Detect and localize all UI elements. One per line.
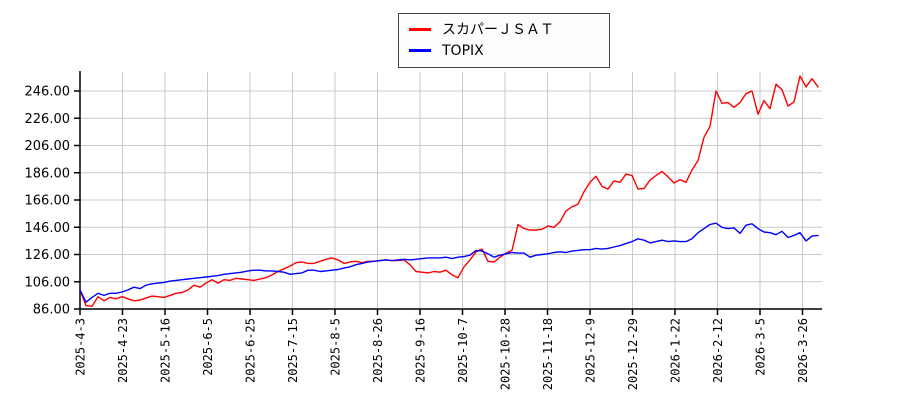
x-axis-date-label: 2026-3-26 <box>796 318 810 383</box>
x-axis-date-label: 2026-3-5 <box>753 318 767 376</box>
x-axis-date-label: 2025-10-28 <box>499 318 513 390</box>
x-axis-date-label: 2026-2-12 <box>711 318 725 383</box>
y-axis-tick-label: 246.00 <box>25 85 71 100</box>
x-axis-date-label: 2026-1-22 <box>668 318 682 383</box>
x-axis-date-label: 2025-6-25 <box>244 318 258 383</box>
series-line-skyperfect <box>79 75 819 307</box>
x-axis-date-label: 2025-5-16 <box>159 318 173 383</box>
x-axis-date-label: 2025-4-23 <box>116 318 130 383</box>
y-axis-tick-label: 166.00 <box>25 194 71 209</box>
legend-label-topix: TOPIX <box>442 42 484 59</box>
y-axis-tick-label: 126.00 <box>25 248 71 263</box>
x-axis-date-label: 2025-10-7 <box>456 318 470 383</box>
x-axis-date-label: 2025-6-5 <box>201 318 215 376</box>
series-line-topix <box>79 222 819 303</box>
x-axis-date-label: 2025-7-15 <box>286 318 300 383</box>
legend-item-topix: TOPIX <box>409 40 599 61</box>
legend-swatch-blue-line <box>409 49 431 52</box>
x-axis-date-label: 2025-11-18 <box>541 318 555 390</box>
x-axis-date-label: 2025-8-5 <box>328 318 342 376</box>
x-axis-date-label: 2025-4-3 <box>74 318 88 376</box>
x-axis-date-label: 2025-12-29 <box>626 318 640 390</box>
y-axis-tick-label: 106.00 <box>25 275 71 290</box>
chart-legend: スカパーＪＳＡＴ TOPIX <box>398 13 610 68</box>
x-axis-date-label: 2025-9-16 <box>413 318 427 383</box>
x-axis-date-label: 2025-12-9 <box>584 318 598 383</box>
y-axis-tick-label: 206.00 <box>25 139 71 154</box>
y-axis-tick-label: 146.00 <box>25 221 71 236</box>
legend-item-skyperfect: スカパーＪＳＡＴ <box>409 19 599 40</box>
y-axis-tick-label: 86.00 <box>33 303 70 318</box>
legend-label-skyperfect: スカパーＪＳＡＴ <box>442 21 554 38</box>
y-axis-tick-label: 186.00 <box>25 166 71 181</box>
legend-swatch-red-line <box>409 28 431 31</box>
x-axis-date-label: 2025-8-26 <box>371 318 385 383</box>
y-axis-tick-label: 226.00 <box>25 112 71 127</box>
